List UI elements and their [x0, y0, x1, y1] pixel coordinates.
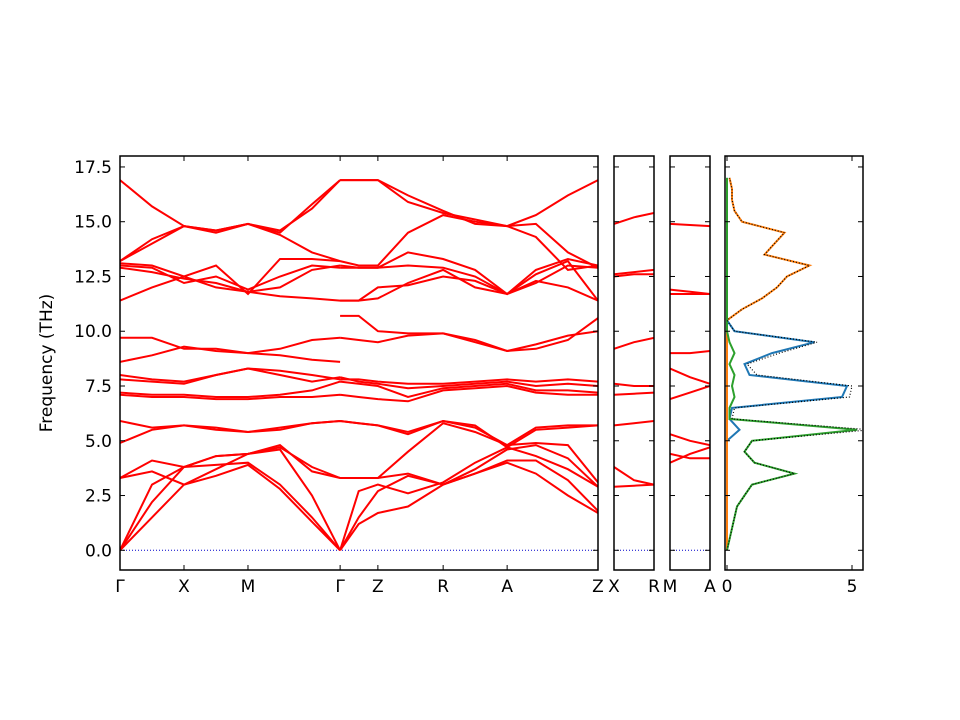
- y-tick-label: 0.0: [85, 541, 112, 561]
- series-line: [670, 385, 710, 401]
- series-line: [670, 222, 710, 228]
- y-tick-label: 2.5: [85, 487, 112, 507]
- x-tick-label: R: [437, 577, 449, 597]
- series-line: [614, 273, 654, 278]
- series-line: [120, 314, 598, 355]
- series-line: [120, 459, 598, 551]
- x-tick-label: X: [608, 577, 620, 597]
- x-tick-label: Γ: [115, 577, 125, 597]
- series-line: [614, 336, 654, 350]
- series-line: [726, 177, 858, 551]
- series-line: [670, 446, 710, 464]
- series-line: [726, 177, 813, 551]
- series-line: [120, 384, 598, 403]
- plot-frame: [613, 155, 655, 571]
- series-line: [670, 288, 710, 295]
- plot-frame: [669, 155, 711, 571]
- y-tick-label: 17.5: [74, 158, 112, 178]
- series-line: [670, 367, 710, 385]
- series-line: [120, 367, 598, 385]
- series-line: [120, 259, 598, 302]
- series-line: [120, 419, 598, 447]
- x-tick-label: A: [501, 577, 513, 597]
- plot-frame: [724, 155, 864, 571]
- x-tick-label: Z: [592, 577, 604, 597]
- x-tick-label: Γ: [335, 577, 345, 597]
- series-line: [614, 483, 654, 488]
- x-tick-label: 5: [847, 577, 858, 597]
- series-line: [670, 433, 710, 447]
- series-line: [614, 420, 654, 427]
- series-line: [614, 212, 654, 225]
- x-tick-label: 0: [722, 577, 733, 597]
- y-tick-label: 5.0: [85, 432, 112, 452]
- y-tick-label: 12.5: [74, 267, 112, 287]
- series-line: [614, 466, 654, 486]
- x-tick-label: A: [704, 577, 716, 597]
- x-tick-label: R: [648, 577, 660, 597]
- x-tick-label: M: [663, 577, 678, 597]
- series-line: [120, 367, 598, 390]
- series-line: [120, 461, 598, 552]
- plot-frame: [119, 155, 599, 571]
- y-axis-label: Frequency (THz): [37, 294, 57, 433]
- x-tick-label: Z: [372, 577, 384, 597]
- series-line: [120, 214, 598, 271]
- series-line: [120, 179, 598, 232]
- series-line: [670, 350, 710, 355]
- series-line: [670, 452, 710, 460]
- series-line: [120, 422, 598, 484]
- series-line: [614, 268, 654, 276]
- y-tick-label: 10.0: [74, 322, 112, 342]
- x-tick-label: X: [178, 577, 190, 597]
- x-tick-label: M: [241, 577, 256, 597]
- series-line: [614, 391, 654, 396]
- series-line: [120, 179, 598, 269]
- series-line: [120, 380, 598, 399]
- y-tick-label: 15.0: [74, 213, 112, 233]
- series-line: [726, 177, 863, 551]
- series-line: [120, 251, 598, 296]
- y-tick-label: 7.5: [85, 377, 112, 397]
- series-line: [614, 382, 654, 387]
- series-line: [120, 330, 598, 363]
- series-line: [120, 446, 598, 551]
